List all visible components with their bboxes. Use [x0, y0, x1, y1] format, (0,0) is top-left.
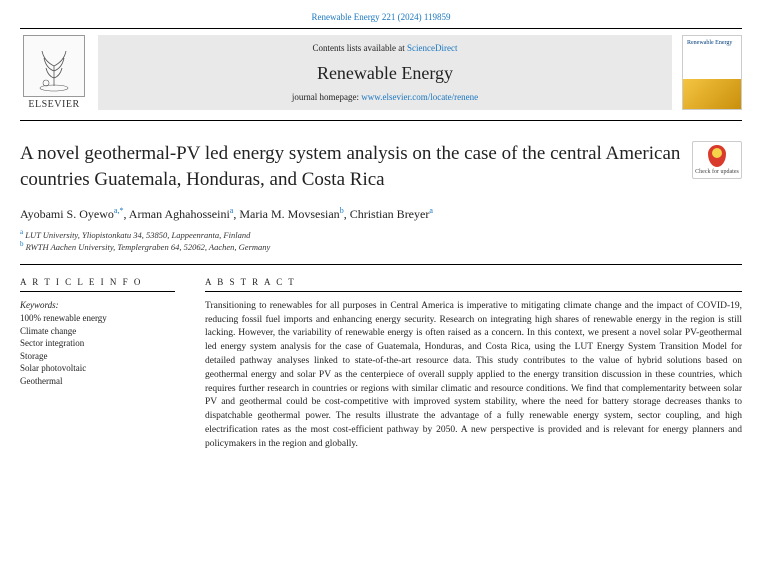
cover-title: Renewable Energy: [683, 36, 741, 79]
author: Arman Aghahosseini: [129, 207, 230, 221]
contents-prefix: Contents lists available at: [313, 43, 407, 53]
affiliations: a LUT University, Yliopistonkatu 34, 538…: [20, 228, 742, 252]
homepage-link[interactable]: www.elsevier.com/locate/renene: [361, 92, 478, 102]
crossmark-icon: [708, 145, 726, 167]
check-updates-label: Check for updates: [695, 169, 739, 175]
article-info-column: A R T I C L E I N F O Keywords: 100% ren…: [20, 277, 175, 451]
affiliation: a LUT University, Yliopistonkatu 34, 538…: [20, 228, 742, 240]
keyword: Geothermal: [20, 375, 175, 388]
keyword: Climate change: [20, 325, 175, 338]
check-updates-button[interactable]: Check for updates: [692, 141, 742, 179]
author: Ayobami S. Oyewo: [20, 207, 114, 221]
sciencedirect-link[interactable]: ScienceDirect: [407, 43, 457, 53]
cover-art: [683, 79, 741, 109]
keyword: Solar photovoltaic: [20, 362, 175, 375]
citation: Renewable Energy 221 (2024) 119859: [20, 12, 742, 22]
elsevier-tree-icon: [23, 35, 85, 97]
abstract-heading: A B S T R A C T: [205, 277, 742, 291]
author: Maria M. Movsesian: [239, 207, 339, 221]
authors-line: Ayobami S. Oyewoa,*, Arman Aghahosseinia…: [20, 206, 742, 222]
banner-bottom-rule: [20, 120, 742, 121]
journal-banner: ELSEVIER Contents lists available at Sci…: [20, 29, 742, 116]
publisher-logo: ELSEVIER: [20, 35, 88, 110]
keyword: Storage: [20, 350, 175, 363]
keyword: Sector integration: [20, 337, 175, 350]
abstract-column: A B S T R A C T Transitioning to renewab…: [205, 277, 742, 451]
journal-cover-thumb: Renewable Energy: [682, 35, 742, 110]
divider: [20, 264, 742, 265]
affiliation: b RWTH Aachen University, Templergraben …: [20, 240, 742, 252]
publisher-name: ELSEVIER: [28, 99, 79, 110]
homepage-prefix: journal homepage:: [292, 92, 361, 102]
article-title: A novel geothermal-PV led energy system …: [20, 141, 682, 192]
author: Christian Breyer: [350, 207, 430, 221]
article-info-heading: A R T I C L E I N F O: [20, 277, 175, 292]
abstract-text: Transitioning to renewables for all purp…: [205, 291, 742, 451]
keywords-list: 100% renewable energyClimate changeSecto…: [20, 312, 175, 388]
journal-title: Renewable Energy: [317, 63, 453, 84]
keywords-label: Keywords:: [20, 300, 175, 310]
homepage-line: journal homepage: www.elsevier.com/locat…: [292, 92, 478, 102]
keyword: 100% renewable energy: [20, 312, 175, 325]
contents-line: Contents lists available at ScienceDirec…: [313, 43, 458, 53]
banner-center: Contents lists available at ScienceDirec…: [98, 35, 672, 110]
